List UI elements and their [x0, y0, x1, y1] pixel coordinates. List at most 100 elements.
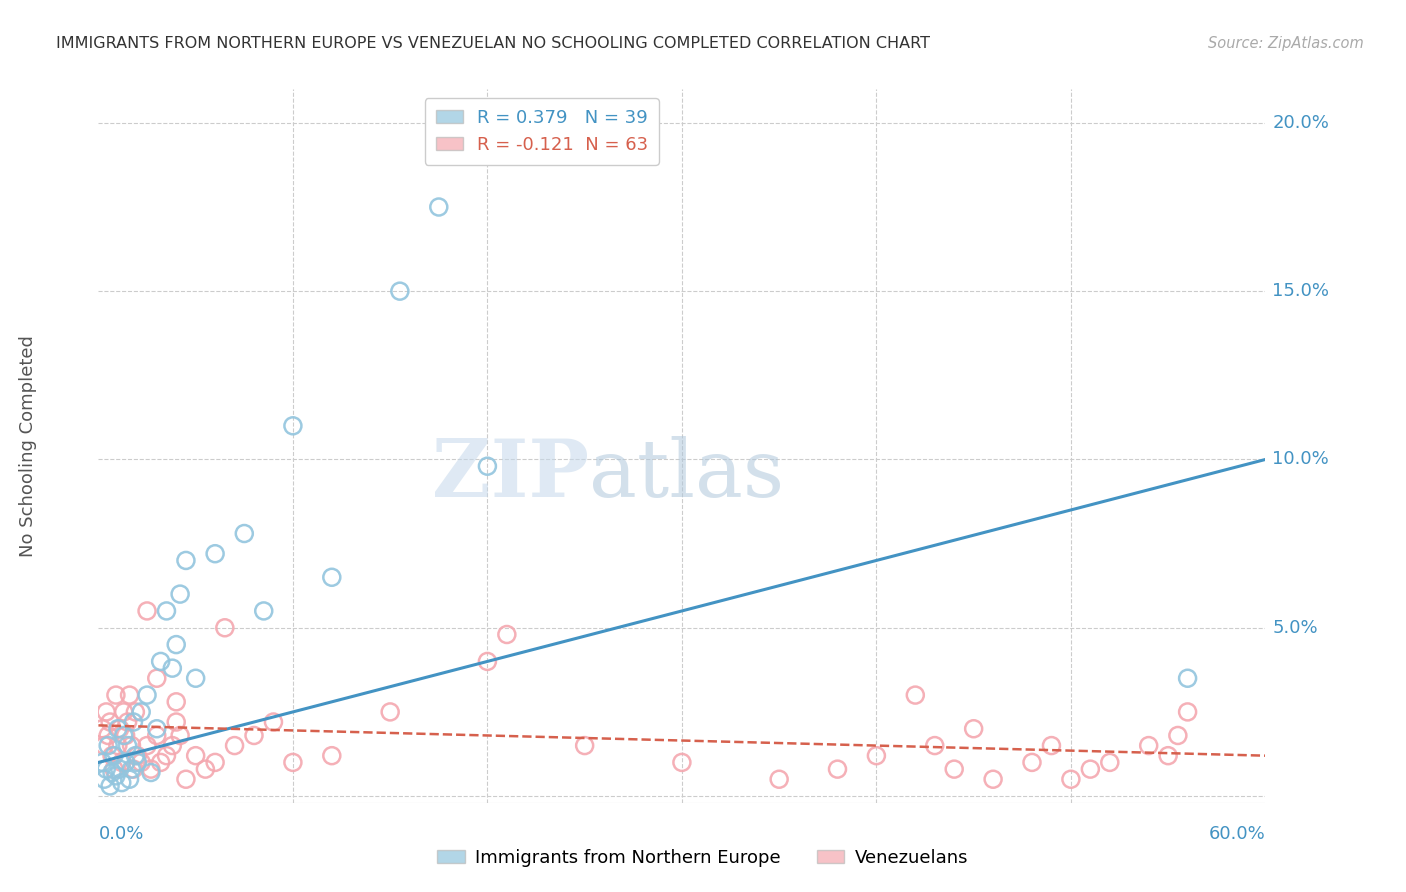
- Point: [129, 756, 152, 770]
- Point: [281, 756, 304, 770]
- Point: [1080, 762, 1102, 776]
- Point: [194, 762, 217, 776]
- Text: 20.0%: 20.0%: [1272, 114, 1329, 132]
- Point: [136, 739, 159, 753]
- Point: [98, 714, 121, 729]
- Point: [184, 748, 207, 763]
- Point: [214, 621, 236, 635]
- Point: [1177, 705, 1199, 719]
- Point: [865, 748, 887, 763]
- Point: [96, 705, 118, 719]
- Point: [139, 765, 162, 780]
- Point: [768, 772, 790, 787]
- Point: [1060, 772, 1083, 787]
- Point: [204, 547, 226, 561]
- Point: [1098, 756, 1121, 770]
- Text: atlas: atlas: [589, 435, 783, 514]
- Point: [671, 756, 693, 770]
- Point: [943, 762, 966, 776]
- Point: [93, 739, 115, 753]
- Point: [155, 604, 177, 618]
- Point: [121, 739, 143, 753]
- Point: [111, 775, 134, 789]
- Text: No Schooling Completed: No Schooling Completed: [20, 335, 37, 557]
- Point: [1167, 729, 1189, 743]
- Point: [127, 756, 149, 770]
- Point: [118, 688, 141, 702]
- Point: [174, 553, 197, 567]
- Point: [124, 705, 146, 719]
- Legend: R = 0.379   N = 39, R = -0.121  N = 63: R = 0.379 N = 39, R = -0.121 N = 63: [425, 98, 659, 165]
- Point: [118, 772, 141, 787]
- Point: [165, 695, 187, 709]
- Point: [321, 570, 343, 584]
- Point: [477, 655, 499, 669]
- Point: [321, 748, 343, 763]
- Point: [101, 748, 124, 763]
- Point: [165, 714, 187, 729]
- Point: [98, 779, 121, 793]
- Point: [981, 772, 1004, 787]
- Point: [1021, 756, 1043, 770]
- Point: [149, 756, 172, 770]
- Point: [243, 729, 266, 743]
- Point: [169, 729, 191, 743]
- Point: [96, 762, 118, 776]
- Text: 0.0%: 0.0%: [98, 825, 143, 843]
- Point: [477, 459, 499, 474]
- Point: [146, 722, 169, 736]
- Point: [146, 729, 169, 743]
- Point: [378, 705, 402, 719]
- Point: [962, 722, 984, 736]
- Point: [103, 748, 125, 763]
- Point: [224, 739, 246, 753]
- Point: [103, 762, 125, 776]
- Text: 10.0%: 10.0%: [1272, 450, 1329, 468]
- Point: [91, 756, 114, 770]
- Point: [184, 671, 207, 685]
- Point: [114, 756, 136, 770]
- Point: [388, 284, 411, 298]
- Text: 5.0%: 5.0%: [1272, 619, 1317, 637]
- Point: [136, 604, 159, 618]
- Point: [174, 772, 197, 787]
- Point: [91, 722, 114, 736]
- Point: [101, 765, 124, 780]
- Point: [136, 688, 159, 702]
- Point: [281, 418, 304, 433]
- Point: [107, 722, 129, 736]
- Point: [1177, 671, 1199, 685]
- Point: [162, 661, 184, 675]
- Point: [139, 762, 162, 776]
- Point: [97, 729, 120, 743]
- Point: [155, 748, 177, 763]
- Point: [1040, 739, 1063, 753]
- Point: [262, 714, 284, 729]
- Point: [924, 739, 946, 753]
- Point: [495, 627, 517, 641]
- Point: [149, 655, 172, 669]
- Point: [122, 762, 145, 776]
- Point: [827, 762, 849, 776]
- Text: ZIP: ZIP: [432, 435, 589, 514]
- Point: [233, 526, 256, 541]
- Point: [112, 729, 135, 743]
- Point: [165, 638, 187, 652]
- Point: [124, 748, 146, 763]
- Point: [904, 688, 927, 702]
- Point: [93, 772, 115, 787]
- Point: [97, 739, 120, 753]
- Point: [104, 769, 127, 783]
- Point: [108, 762, 131, 776]
- Point: [114, 729, 136, 743]
- Point: [112, 705, 135, 719]
- Point: [574, 739, 596, 753]
- Point: [1137, 739, 1160, 753]
- Point: [146, 671, 169, 685]
- Text: 15.0%: 15.0%: [1272, 282, 1330, 301]
- Point: [129, 705, 152, 719]
- Point: [204, 756, 226, 770]
- Point: [162, 739, 184, 753]
- Point: [117, 739, 139, 753]
- Point: [121, 762, 143, 776]
